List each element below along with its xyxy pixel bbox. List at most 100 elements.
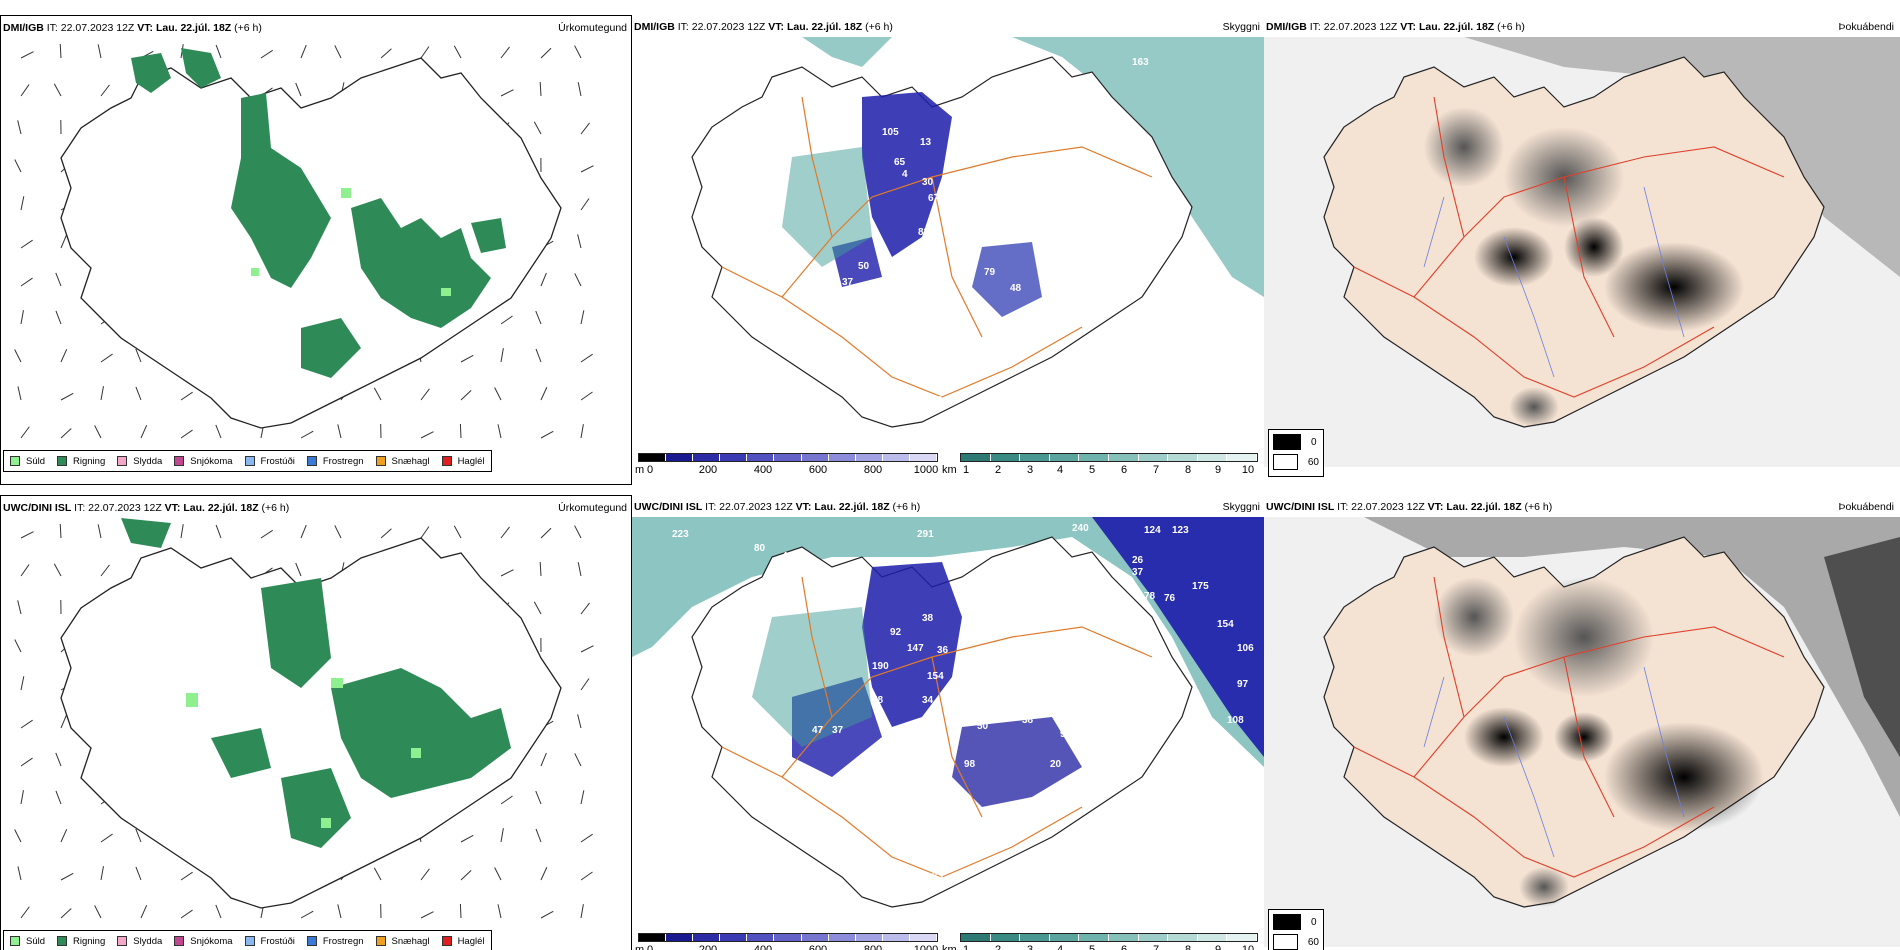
- svg-text:37: 37: [832, 725, 844, 736]
- svg-text:92: 92: [890, 627, 902, 638]
- wind-barb: [334, 525, 342, 539]
- svg-text:108: 108: [1227, 715, 1244, 726]
- svg-text:38: 38: [922, 613, 934, 624]
- fog-map: [1264, 517, 1900, 947]
- wind-barb: [580, 833, 593, 843]
- wind-barb: [540, 752, 547, 767]
- svg-text:13: 13: [920, 137, 932, 148]
- wind-barb: [295, 82, 302, 97]
- panel-dmi-precip-type: DMI/IGB IT: 22.07.2023 12Z VT: Lau. 22.j…: [0, 15, 632, 485]
- wind-barb: [60, 428, 72, 439]
- wind-barb: [300, 910, 314, 919]
- visibility-scale-km: km 1 2 3 4 5 6 7 8 9 10: [942, 933, 1258, 950]
- wind-barb: [580, 871, 593, 881]
- svg-text:163: 163: [1132, 57, 1149, 68]
- svg-text:154: 154: [1217, 619, 1234, 630]
- panel-header: UWC/DINI ISL IT: 22.07.2023 12Z VT: Lau.…: [1266, 501, 1553, 513]
- precip-type-legend: Súld Rigning Slydda Snjókoma Frostúði Fr…: [3, 450, 492, 472]
- wind-barb: [20, 564, 30, 577]
- wind-barb: [20, 426, 30, 439]
- wind-barb: [135, 866, 142, 881]
- svg-text:76: 76: [1164, 593, 1176, 604]
- legend-swatch: [1273, 454, 1298, 470]
- wind-barb: [574, 525, 582, 539]
- panel-header: DMI/IGB IT: 22.07.2023 12Z VT: Lau. 22.j…: [1266, 21, 1525, 33]
- low-vis-areas: [752, 562, 1082, 807]
- rivers: [1423, 186, 1685, 378]
- wind-barb: [100, 386, 104, 401]
- wind-barb: [55, 310, 62, 325]
- legend-item: Snæhagl: [375, 936, 430, 947]
- legend-item: Frostúði: [244, 456, 295, 467]
- wind-barb: [60, 714, 67, 729]
- wind-barb: [215, 424, 222, 439]
- svg-text:106: 106: [1237, 643, 1254, 654]
- wind-barb: [140, 425, 148, 439]
- wind-barb: [55, 752, 62, 767]
- legend-item: Frostregn: [306, 456, 364, 467]
- legend-swatch: [117, 936, 128, 946]
- panel-uwc-fog: UWC/DINI ISL IT: 22.07.2023 12Z VT: Lau.…: [1264, 495, 1900, 950]
- svg-text:26: 26: [1132, 555, 1144, 566]
- wind-barb: [140, 905, 148, 919]
- wind-barb: [500, 526, 510, 539]
- drizzle-areas: [186, 678, 421, 828]
- wind-barb: [17, 386, 22, 401]
- legend-item: Snjókoma: [174, 936, 233, 947]
- legend-item: Slydda: [117, 456, 162, 467]
- wind-barb: [459, 903, 462, 919]
- wind-barb: [14, 829, 22, 843]
- svg-text:124: 124: [1144, 525, 1161, 536]
- wind-barb: [20, 310, 24, 325]
- wind-barb: [539, 561, 542, 577]
- svg-text:34: 34: [922, 695, 934, 706]
- wind-barb: [577, 562, 582, 577]
- svg-text:30: 30: [922, 177, 934, 188]
- sea-low-vis-blue: [1092, 517, 1264, 757]
- panel-header: DMI/IGB IT: 22.07.2023 12Z VT: Lau. 22.j…: [3, 22, 262, 34]
- wind-barb: [215, 904, 222, 919]
- roads: [1353, 96, 1785, 398]
- svg-text:67: 67: [928, 193, 940, 204]
- wind-barb: [540, 47, 552, 59]
- visibility-map: 223 291 240 124 123 80 48 26 37 78 76 17…: [632, 517, 1264, 917]
- wind-barb: [420, 911, 434, 919]
- legend-item: Rigning: [57, 456, 105, 467]
- svg-text:78: 78: [1144, 591, 1156, 602]
- legend-swatch: [441, 456, 452, 466]
- wind-barb: [420, 46, 430, 59]
- vis-value-labels: 163 75 105 13 65 4 30 67 51 83 50 37 38 …: [772, 57, 1149, 406]
- wind-barb: [540, 867, 548, 881]
- svg-text:51: 51: [960, 193, 972, 204]
- svg-text:20: 20: [1050, 759, 1062, 770]
- wind-barb: [59, 523, 62, 539]
- wind-barb: [20, 531, 34, 539]
- wind-barb: [540, 910, 554, 919]
- wind-barb: [539, 81, 542, 97]
- svg-text:154: 154: [927, 671, 944, 682]
- legend-item: Frostúði: [244, 936, 295, 947]
- svg-text:33: 33: [932, 871, 944, 882]
- wind-barb: [59, 43, 62, 59]
- svg-text:37: 37: [842, 277, 854, 288]
- wind-barb: [17, 866, 22, 881]
- wind-barb: [17, 600, 22, 615]
- wind-barb: [337, 904, 342, 919]
- svg-text:123: 123: [1172, 525, 1189, 536]
- wind-barb: [580, 122, 590, 135]
- wind-barb: [580, 424, 584, 439]
- svg-text:91: 91: [1052, 674, 1064, 685]
- wind-barb: [373, 387, 382, 401]
- wind-barb: [420, 526, 430, 539]
- panel-title: Þokuábendi: [1838, 21, 1894, 33]
- visibility-map: 163 75 105 13 65 4 30 67 51 83 50 37 38 …: [632, 37, 1264, 437]
- panel-title: Skyggni: [1222, 501, 1260, 513]
- scale-ticks: 0 200 400 600 800 1000: [646, 944, 939, 950]
- wind-barb: [14, 349, 22, 363]
- wind-barb: [380, 48, 392, 59]
- legend-swatch: [244, 936, 255, 946]
- fog-indicator-areas: [1434, 577, 1764, 907]
- svg-text:105: 105: [882, 127, 899, 138]
- scale-ticks: 1 2 3 4 5 6 7 8 9 10: [962, 464, 1255, 476]
- wind-barb: [260, 529, 273, 539]
